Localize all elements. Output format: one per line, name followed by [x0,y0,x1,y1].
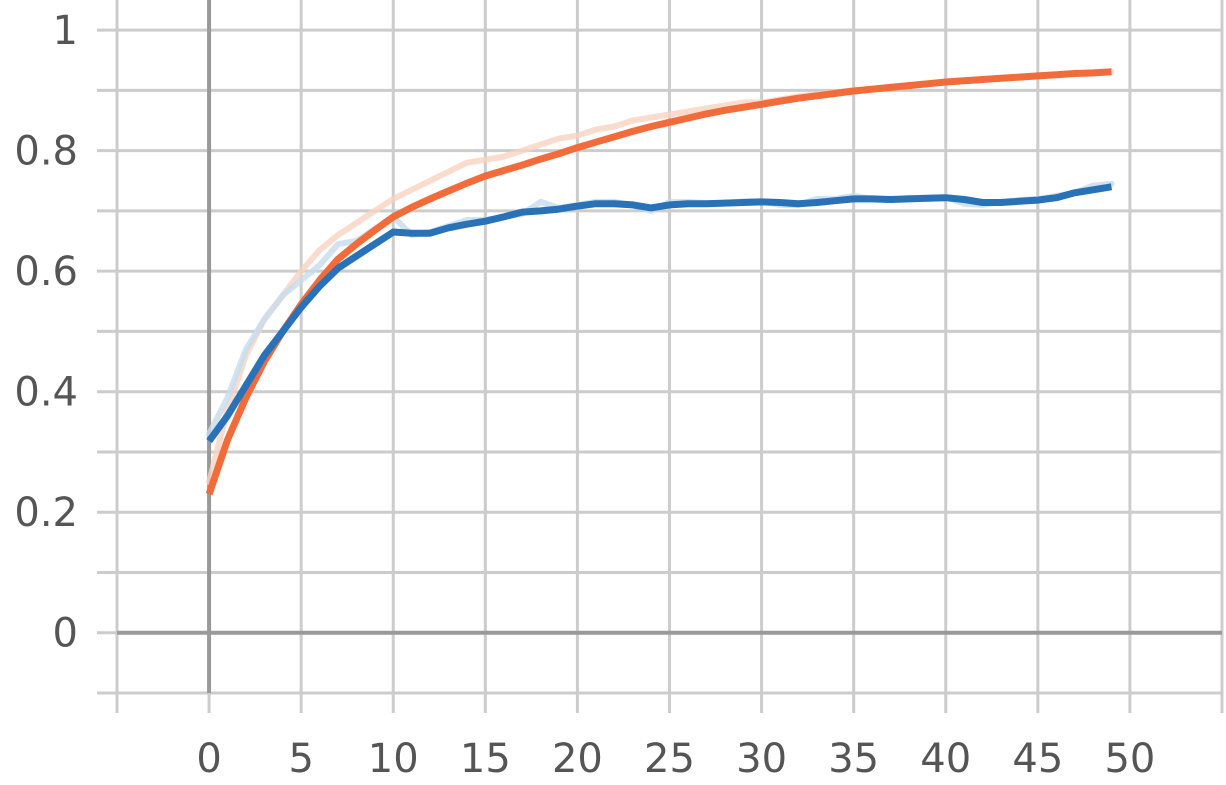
series-lines [205,68,1115,496]
y-tick-label: 0.6 [14,249,78,295]
series-0-raw-line [206,68,1115,486]
grid [97,0,1224,713]
series-0-line [205,68,1112,496]
axes [117,0,1222,693]
y-tick-label: 0.4 [14,370,78,416]
tick-labels: 0 5 10 15 20 25 30 35 40 45 50 0 0.2 0.4 0.6 0.8 1 [14,8,1155,782]
y-tick-label: 1 [53,8,78,54]
series-1-raw-line [206,180,1115,437]
x-tick-label: 0 [196,736,221,782]
x-tick-label: 35 [828,736,879,782]
x-tick-label: 50 [1104,736,1155,782]
y-tick-label: 0.8 [14,129,78,175]
x-tick-label: 25 [644,736,695,782]
y-tick-label: 0 [53,611,78,657]
x-tick-label: 5 [288,736,313,782]
x-tick-label: 15 [460,736,511,782]
x-tick-label: 30 [736,736,787,782]
x-tick-label: 10 [368,736,419,782]
x-tick-label: 40 [920,736,971,782]
y-tick-label: 0.2 [14,490,78,536]
x-tick-label: 20 [552,736,603,782]
series-1-line [206,183,1113,444]
x-tick-label: 45 [1012,736,1063,782]
